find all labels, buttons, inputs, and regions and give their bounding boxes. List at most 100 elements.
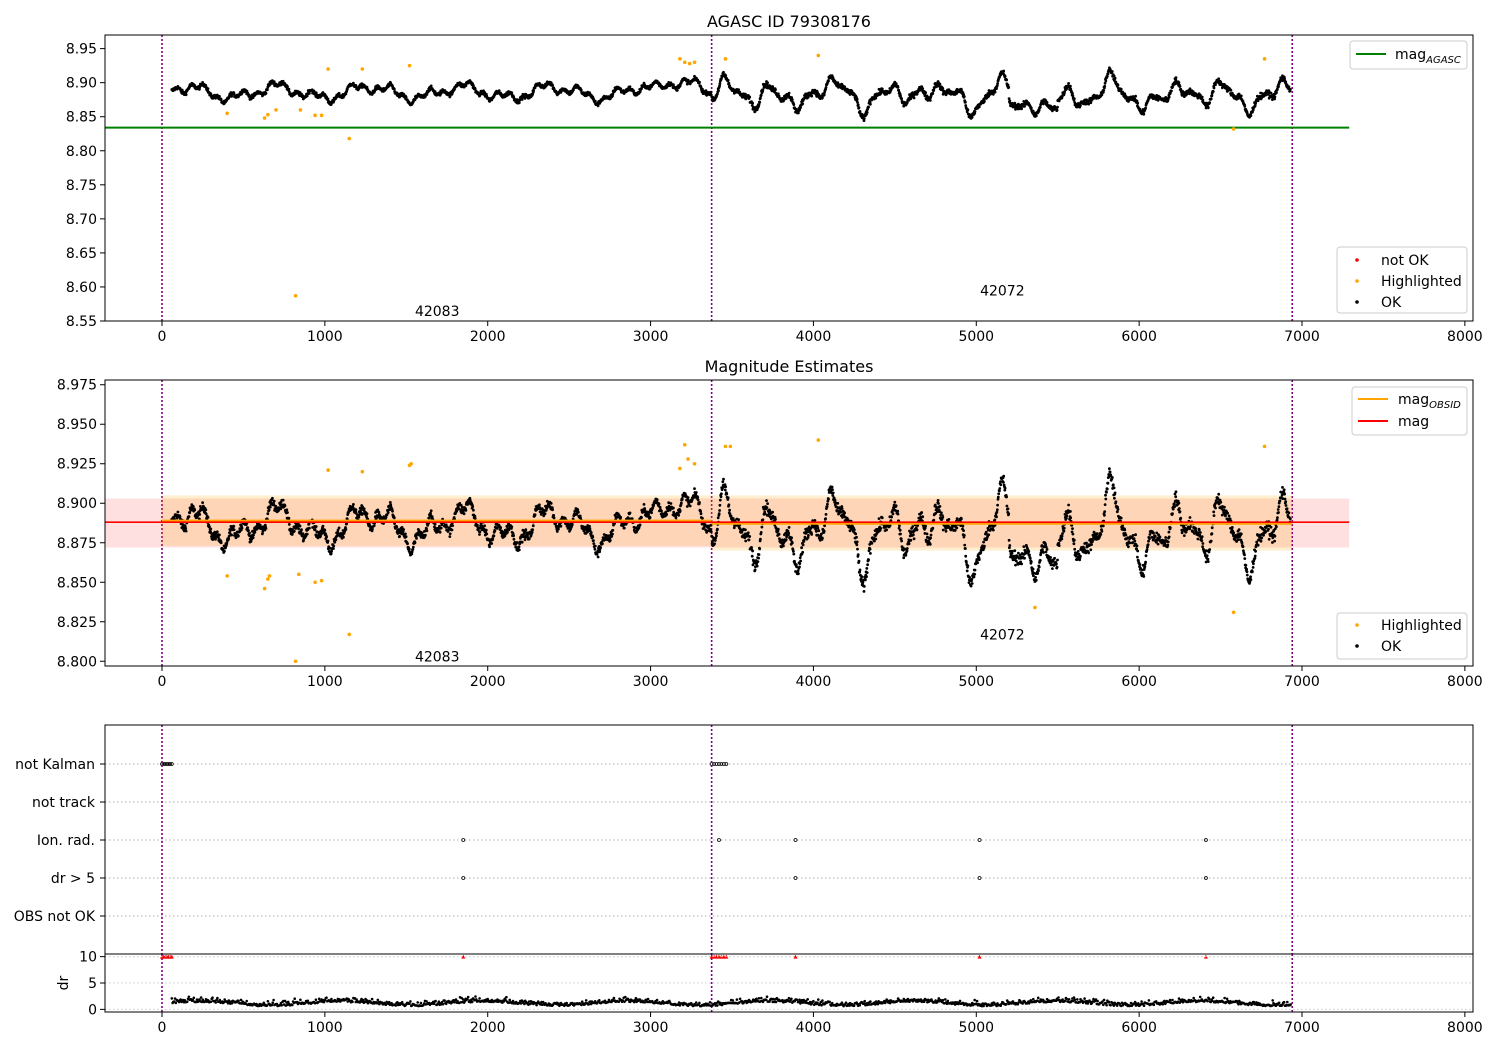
p2-ok-point bbox=[371, 527, 374, 531]
p2-ok-point bbox=[801, 543, 805, 547]
p2-ok-point bbox=[206, 516, 210, 519]
p1-ok-point bbox=[1119, 87, 1123, 91]
p1-ok-point bbox=[717, 89, 720, 93]
p2-ok-point bbox=[599, 546, 602, 549]
p2-ok-point bbox=[799, 559, 802, 563]
p1-ok-point bbox=[938, 82, 942, 86]
p1-legend-point-swatch bbox=[1355, 300, 1359, 304]
p2-ok-point bbox=[787, 526, 791, 529]
p2-ok-point bbox=[798, 565, 801, 569]
p1-ok-point bbox=[337, 91, 341, 95]
p1-ok-point bbox=[1103, 84, 1107, 88]
p1-ok-point bbox=[640, 87, 643, 91]
p2-ok-point bbox=[201, 501, 205, 504]
p1-ok-point bbox=[1104, 79, 1108, 83]
p2-ok-point bbox=[223, 549, 226, 553]
p1-highlighted-point bbox=[678, 57, 682, 61]
p1-ok-point bbox=[404, 95, 408, 99]
p1-ok-point bbox=[365, 85, 369, 89]
p2-ok-point bbox=[724, 485, 728, 489]
p1-ok-point bbox=[1273, 95, 1277, 99]
p2-ok-point bbox=[765, 499, 768, 502]
p2-ok-point bbox=[391, 509, 394, 513]
p2-ok-point bbox=[790, 541, 794, 545]
p2-ok-point bbox=[424, 533, 427, 537]
p2-ok-point bbox=[392, 516, 396, 520]
p2-ok-point bbox=[191, 505, 195, 508]
p1-xtick-label: 1000 bbox=[307, 329, 343, 345]
p2-ok-point bbox=[285, 508, 289, 512]
p1-legend-point-label: OK bbox=[1381, 295, 1402, 311]
p1-ok-point bbox=[1042, 102, 1045, 106]
p2-ok-point bbox=[404, 535, 408, 539]
p2-ok-point bbox=[357, 515, 361, 519]
p2-ok-point bbox=[252, 533, 255, 537]
p2-ok-point bbox=[292, 529, 296, 533]
p1-ok-point bbox=[1110, 70, 1114, 73]
p1-ok-point bbox=[810, 94, 814, 98]
p1-ytick-label: 8.75 bbox=[66, 178, 97, 194]
p1-xtick-label: 0 bbox=[158, 329, 167, 345]
p2-ok-point bbox=[593, 547, 597, 551]
p2-ok-point bbox=[549, 502, 553, 505]
p1-ok-point bbox=[1142, 112, 1146, 116]
p2-ok-point bbox=[531, 524, 535, 528]
p2-ok-point bbox=[774, 518, 777, 521]
p2-ok-point bbox=[464, 509, 468, 512]
p2-ok-point bbox=[281, 498, 285, 502]
p2-ok-point bbox=[650, 511, 653, 515]
p2-ok-point bbox=[232, 525, 236, 528]
p1-ytick-label: 8.90 bbox=[66, 76, 97, 92]
p1-xtick-label: 3000 bbox=[633, 329, 669, 345]
p1-xtick-label: 4000 bbox=[796, 329, 832, 345]
p2-ok-point bbox=[286, 511, 289, 514]
p2-ok-point bbox=[531, 528, 534, 532]
p2-ok-point bbox=[413, 541, 417, 545]
p2-ok-point bbox=[517, 545, 521, 549]
p2-ok-point bbox=[718, 498, 722, 502]
p2-ok-point bbox=[725, 492, 729, 496]
p2-ok-point bbox=[176, 510, 180, 514]
p1-ok-point bbox=[1038, 105, 1042, 109]
p1-highlighted-point bbox=[360, 67, 365, 71]
p2-ok-point bbox=[510, 525, 514, 529]
p2-ok-point bbox=[570, 523, 574, 527]
p1-ok-point bbox=[1045, 101, 1049, 104]
p2-ok-point bbox=[593, 544, 597, 548]
p1-ok-point bbox=[1170, 89, 1173, 93]
p2-ok-point bbox=[686, 496, 690, 499]
p1-ytick-label: 8.65 bbox=[66, 246, 97, 262]
p2-ok-point bbox=[723, 488, 727, 492]
p1-ok-point bbox=[790, 98, 794, 102]
p1-ok-point bbox=[628, 85, 632, 89]
p1-ok-point bbox=[266, 88, 269, 92]
p2-ok-point bbox=[747, 538, 751, 542]
p2-ok-point bbox=[592, 539, 595, 542]
p2-ok-point bbox=[512, 537, 516, 541]
p2-ok-point bbox=[555, 530, 559, 533]
p2-ok-point bbox=[552, 516, 556, 520]
p2-ok-point bbox=[721, 480, 725, 484]
p2-ok-point bbox=[232, 528, 236, 531]
p1-ok-point bbox=[1239, 94, 1243, 98]
p2-ok-point bbox=[527, 537, 531, 541]
p1-ok-point bbox=[1200, 95, 1204, 99]
p1-ok-point bbox=[1136, 101, 1140, 105]
p2-ok-point bbox=[680, 498, 684, 501]
p2-ok-point bbox=[411, 545, 415, 549]
p1-ok-point bbox=[993, 90, 997, 94]
p1-ok-point bbox=[1212, 86, 1216, 90]
p1-highlighted-point bbox=[1231, 127, 1236, 131]
p2-ok-point bbox=[551, 508, 554, 512]
p2-ok-point bbox=[362, 507, 366, 511]
p2-ok-point bbox=[718, 509, 721, 512]
p2-ok-point bbox=[755, 564, 759, 568]
p1-ok-point bbox=[1206, 106, 1210, 110]
p2-ok-point bbox=[790, 536, 793, 540]
p2-ok-point bbox=[484, 528, 488, 532]
p1-ok-point bbox=[1008, 99, 1012, 103]
p2-ok-point bbox=[709, 530, 713, 534]
p1-ok-point bbox=[281, 79, 285, 83]
p1-legend-point-swatch bbox=[1355, 279, 1359, 283]
